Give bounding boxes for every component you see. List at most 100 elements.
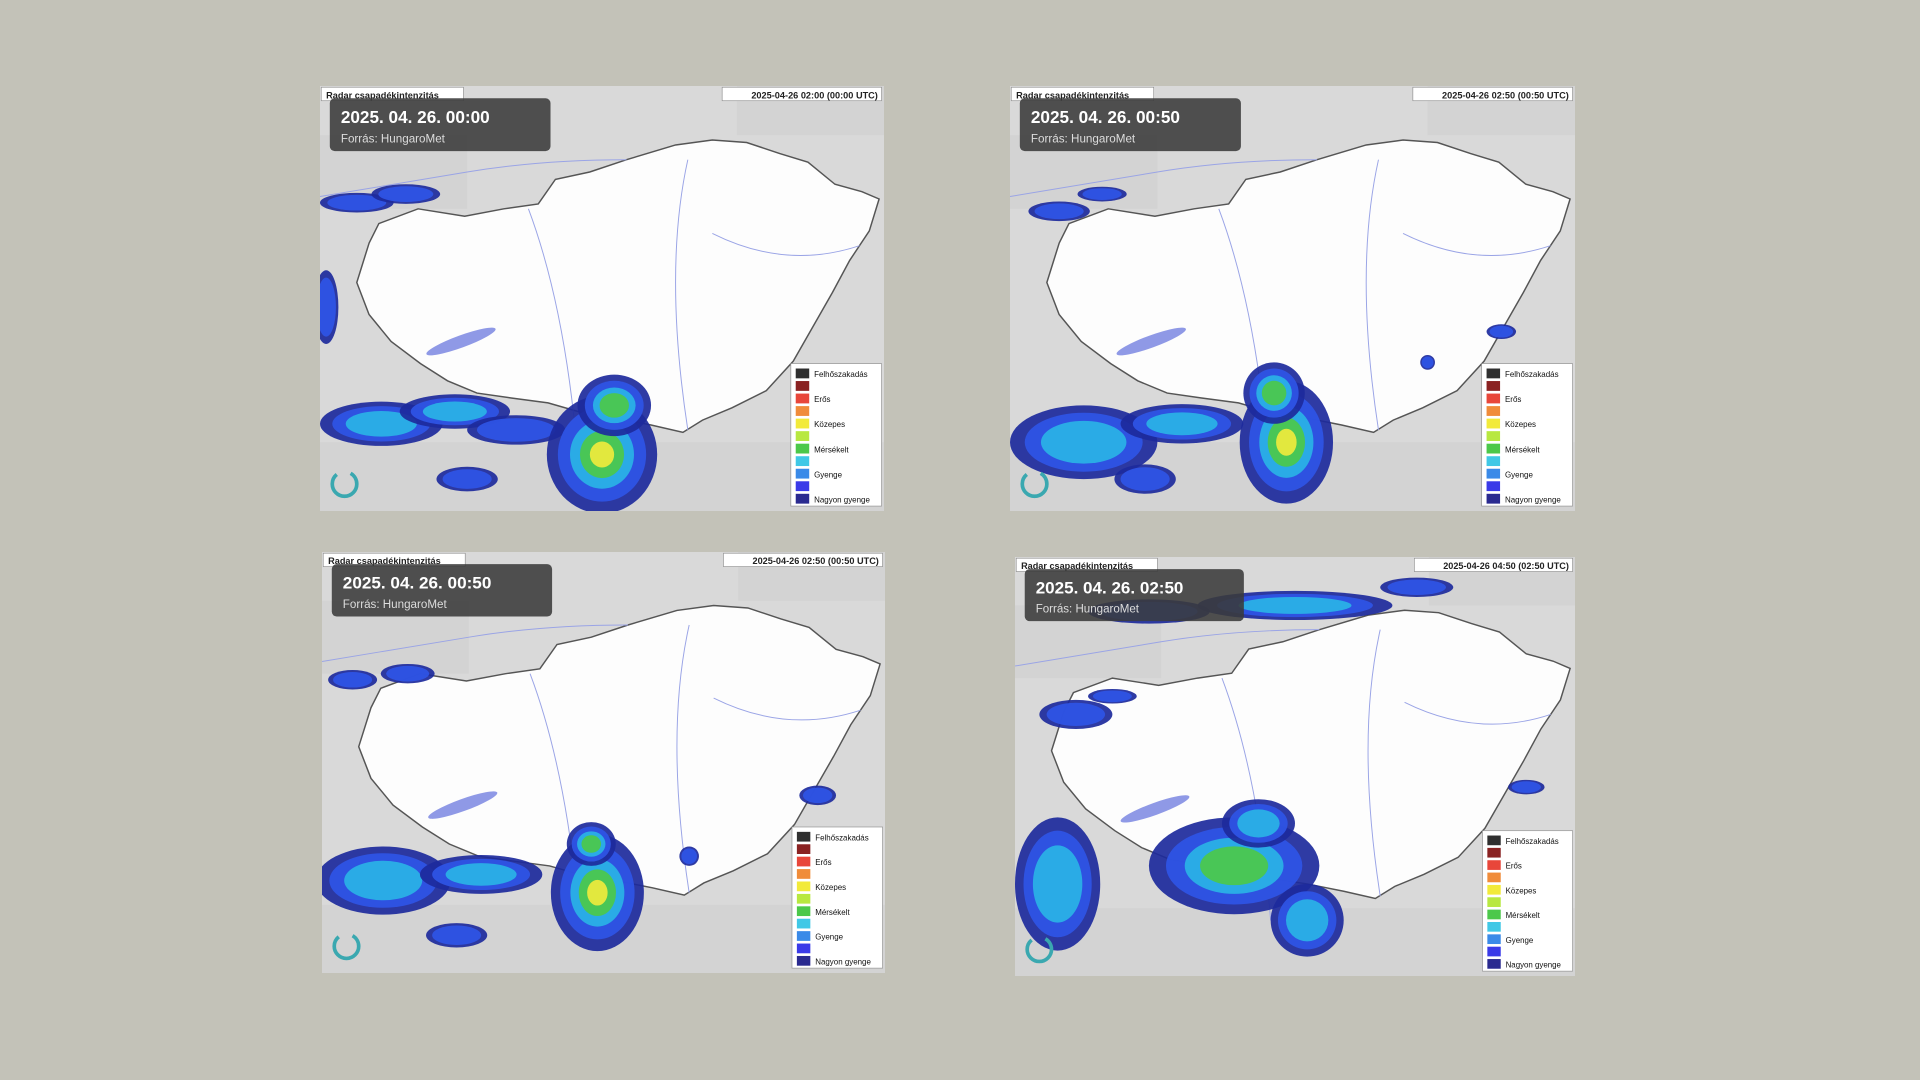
timestamp: 2025-04-26 02:50 (00:50 UTC) xyxy=(752,556,878,566)
legend-swatch xyxy=(1486,468,1501,479)
lake xyxy=(1116,327,1186,356)
timestamp: 2025-04-26 02:50 (00:50 UTC) xyxy=(1442,90,1569,100)
legend-label: Nagyon gyenge xyxy=(814,495,870,504)
river xyxy=(1402,232,1551,256)
legend-swatch xyxy=(796,906,811,917)
precipitation xyxy=(320,277,336,337)
legend-swatch xyxy=(1487,872,1501,883)
legend-label: Gyenge xyxy=(814,470,842,479)
title: 2025. 04. 26. 02:50 xyxy=(1036,578,1184,597)
legend-label: Nagyon gyenge xyxy=(1506,961,1562,970)
legend-label: Erős xyxy=(814,395,830,404)
legend-swatch xyxy=(795,393,810,404)
legend-label: Közepes xyxy=(815,883,846,892)
precipitation xyxy=(1285,899,1329,942)
precipitation xyxy=(442,469,492,489)
title: 2025. 04. 26. 00:50 xyxy=(1031,107,1180,127)
source: Forrás: HungaroMet xyxy=(1031,133,1136,146)
country-outline xyxy=(1046,139,1571,434)
timestamp-box xyxy=(723,552,883,567)
precipitation xyxy=(1238,597,1352,614)
precipitation xyxy=(327,194,387,211)
legend-label: Nagyon gyenge xyxy=(1505,495,1561,504)
source: Forrás: HungaroMet xyxy=(343,599,448,611)
precipitation xyxy=(1146,412,1218,436)
legend-swatch xyxy=(1486,456,1501,467)
legend-swatch xyxy=(796,869,811,879)
legend-label: Felhőszakadás xyxy=(814,370,868,379)
title-overlay xyxy=(1019,98,1241,152)
radar-panel: Radar csapadékintenzitás 2025-04-26 04:50… xyxy=(1015,557,1575,976)
legend-swatch xyxy=(796,881,811,892)
product-label: Radar csapadékintenzitás xyxy=(326,90,439,100)
timestamp-box xyxy=(1414,557,1573,572)
title: 2025. 04. 26. 00:50 xyxy=(343,574,492,593)
precipitation xyxy=(344,860,423,901)
river xyxy=(1404,701,1551,725)
logo xyxy=(332,932,361,961)
legend-swatch xyxy=(1486,418,1501,429)
logo xyxy=(330,469,359,499)
logo xyxy=(1020,469,1049,499)
precipitation xyxy=(1092,690,1132,703)
product-label: Radar csapadékintenzitás xyxy=(1021,561,1133,571)
title: 2025. 04. 26. 00:00 xyxy=(341,107,490,127)
legend-label: Mérsékelt xyxy=(815,908,850,917)
legend-swatch xyxy=(1487,934,1501,945)
precipitation xyxy=(386,665,430,682)
river xyxy=(712,232,860,256)
legend-label: Felhőszakadás xyxy=(1505,370,1559,379)
legend-swatch xyxy=(795,456,810,467)
precipitation xyxy=(1032,845,1083,923)
legend-label: Közepes xyxy=(1506,886,1537,895)
precipitation xyxy=(1082,188,1122,200)
legend-swatch xyxy=(1487,860,1501,870)
legend-swatch xyxy=(1487,909,1501,920)
lake xyxy=(1120,795,1190,823)
timestamp-box xyxy=(1412,86,1573,102)
legend-swatch xyxy=(1486,493,1501,504)
river xyxy=(1010,159,1318,198)
legend-label: Mérsékelt xyxy=(1506,911,1541,920)
precipitation xyxy=(1040,420,1127,464)
logo xyxy=(1025,935,1054,964)
precipitation xyxy=(378,186,434,202)
legend-swatch xyxy=(796,831,811,842)
radar-panel: Radar csapadékintenzitás 2025-04-26 02:50… xyxy=(322,552,885,973)
legend-swatch xyxy=(796,918,811,929)
precipitation xyxy=(422,401,487,422)
precipitation xyxy=(802,787,833,804)
precipitation xyxy=(1276,428,1297,456)
legend-swatch xyxy=(795,493,810,504)
title-overlay xyxy=(329,98,551,152)
source: Forrás: HungaroMet xyxy=(341,132,446,145)
legend-label: Gyenge xyxy=(1505,470,1533,479)
legend-label: Erős xyxy=(1505,395,1521,404)
legend-label: Felhőszakadás xyxy=(815,833,868,842)
product-label: Radar csapadékintenzitás xyxy=(328,556,441,566)
legend-swatch xyxy=(1486,431,1501,441)
legend-swatch xyxy=(795,481,810,492)
legend-swatch xyxy=(795,381,810,391)
river xyxy=(1365,159,1379,431)
legend-label: Erős xyxy=(1506,862,1522,871)
precipitation xyxy=(476,418,556,442)
river xyxy=(1367,629,1381,897)
legend-label: Felhőszakadás xyxy=(1506,837,1559,846)
legend-swatch xyxy=(796,931,811,941)
lake xyxy=(428,791,498,819)
precipitation xyxy=(1261,380,1287,406)
radar-panel: Radar csapadékintenzitás 2025-04-26 02:00… xyxy=(320,86,884,511)
legend-label: Nagyon gyenge xyxy=(815,958,871,967)
legend-label: Gyenge xyxy=(815,933,843,942)
precipitation xyxy=(1421,356,1434,369)
precipitation xyxy=(681,848,698,864)
legend-swatch xyxy=(795,418,810,429)
lake xyxy=(426,327,496,356)
legend-swatch xyxy=(1486,406,1501,416)
precipitation xyxy=(1387,579,1446,596)
legend-swatch xyxy=(795,431,810,441)
legend-label: Mérsékelt xyxy=(814,445,849,454)
legend-swatch xyxy=(795,406,810,416)
